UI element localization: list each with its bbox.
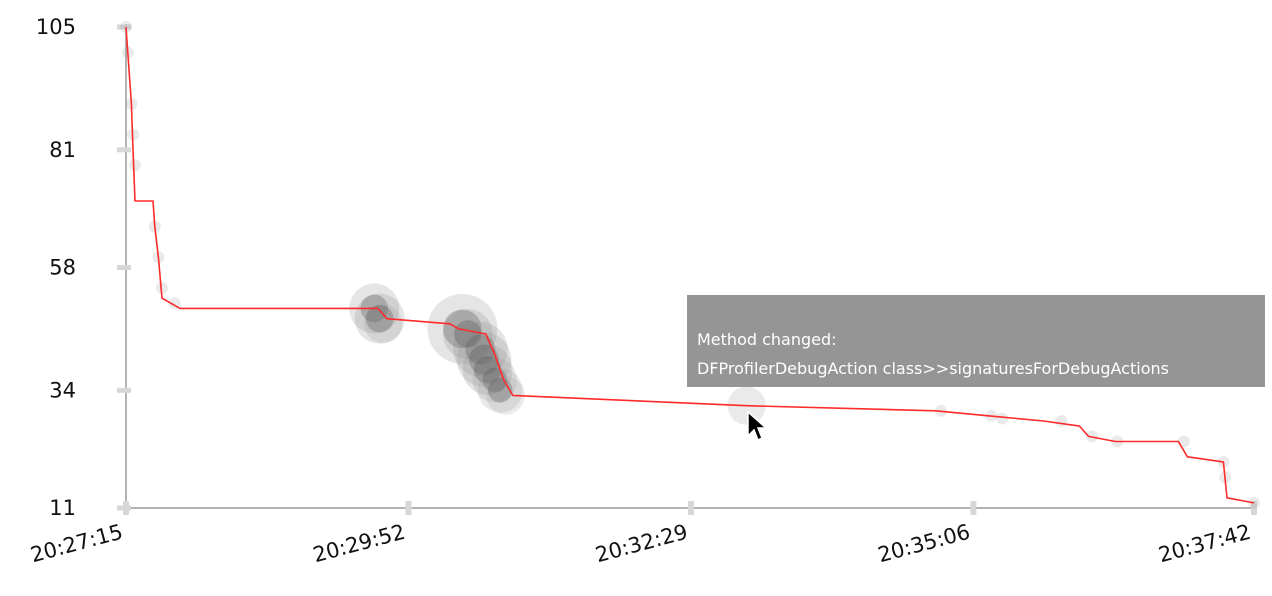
event-marker-core — [468, 344, 500, 375]
x-tick-mark — [405, 501, 412, 515]
y-tick-mark — [117, 24, 131, 30]
axes — [125, 24, 1254, 509]
event-marker[interactable] — [1055, 415, 1068, 428]
y-ticks: 11 34 58 81 105 — [36, 15, 131, 520]
event-marker[interactable] — [453, 322, 508, 377]
event-marker-core — [473, 356, 502, 384]
event-marker[interactable] — [477, 367, 523, 413]
mouse-pointer-icon — [747, 410, 768, 442]
y-tick-label: 34 — [49, 378, 76, 402]
event-marker[interactable] — [354, 293, 405, 344]
x-tick-label: 20:32:29 — [593, 520, 690, 568]
tooltip-line-2: DFProfilerDebugAction class>>signaturesF… — [697, 359, 1169, 378]
x-tick-label: 20:37:42 — [1156, 520, 1253, 568]
event-marker-core — [454, 320, 482, 348]
event-marker-core — [365, 304, 394, 333]
event-marker-core — [465, 334, 496, 365]
x-tick-mark — [123, 501, 129, 515]
x-tick-mark — [1251, 501, 1257, 515]
x-tick-label: 20:29:52 — [310, 520, 407, 568]
event-marker[interactable] — [462, 344, 513, 395]
x-tick-mark — [970, 501, 977, 515]
y-tick-label: 81 — [49, 138, 76, 162]
event-marker[interactable] — [456, 332, 512, 387]
y-tick-label: 105 — [36, 15, 76, 39]
x-ticks: 20:27:15 20:29:52 20:32:29 20:35:06 20:37:42 — [28, 501, 1257, 567]
tooltip-line-1: Method changed: — [697, 330, 837, 349]
event-marker[interactable] — [128, 159, 141, 172]
x-tick-mark — [687, 501, 694, 515]
tooltip: Method changed: DFProfilerDebugAction cl… — [687, 295, 1265, 387]
event-marker[interactable] — [1177, 435, 1190, 448]
x-tick-label: 20:27:15 — [28, 520, 125, 568]
series-line — [125, 26, 1255, 504]
event-marker[interactable] — [155, 281, 168, 294]
event-marker[interactable] — [442, 309, 493, 360]
y-tick-mark — [117, 265, 131, 270]
y-tick-label: 11 — [49, 496, 76, 520]
y-tick-label: 58 — [49, 256, 76, 280]
event-marker[interactable] — [472, 357, 518, 403]
event-marker[interactable] — [486, 376, 525, 415]
event-marker[interactable] — [996, 412, 1009, 425]
y-tick-mark — [117, 387, 131, 393]
x-tick-label: 20:35:06 — [875, 520, 972, 568]
y-tick-mark — [117, 147, 131, 153]
event-marker[interactable] — [364, 304, 403, 343]
